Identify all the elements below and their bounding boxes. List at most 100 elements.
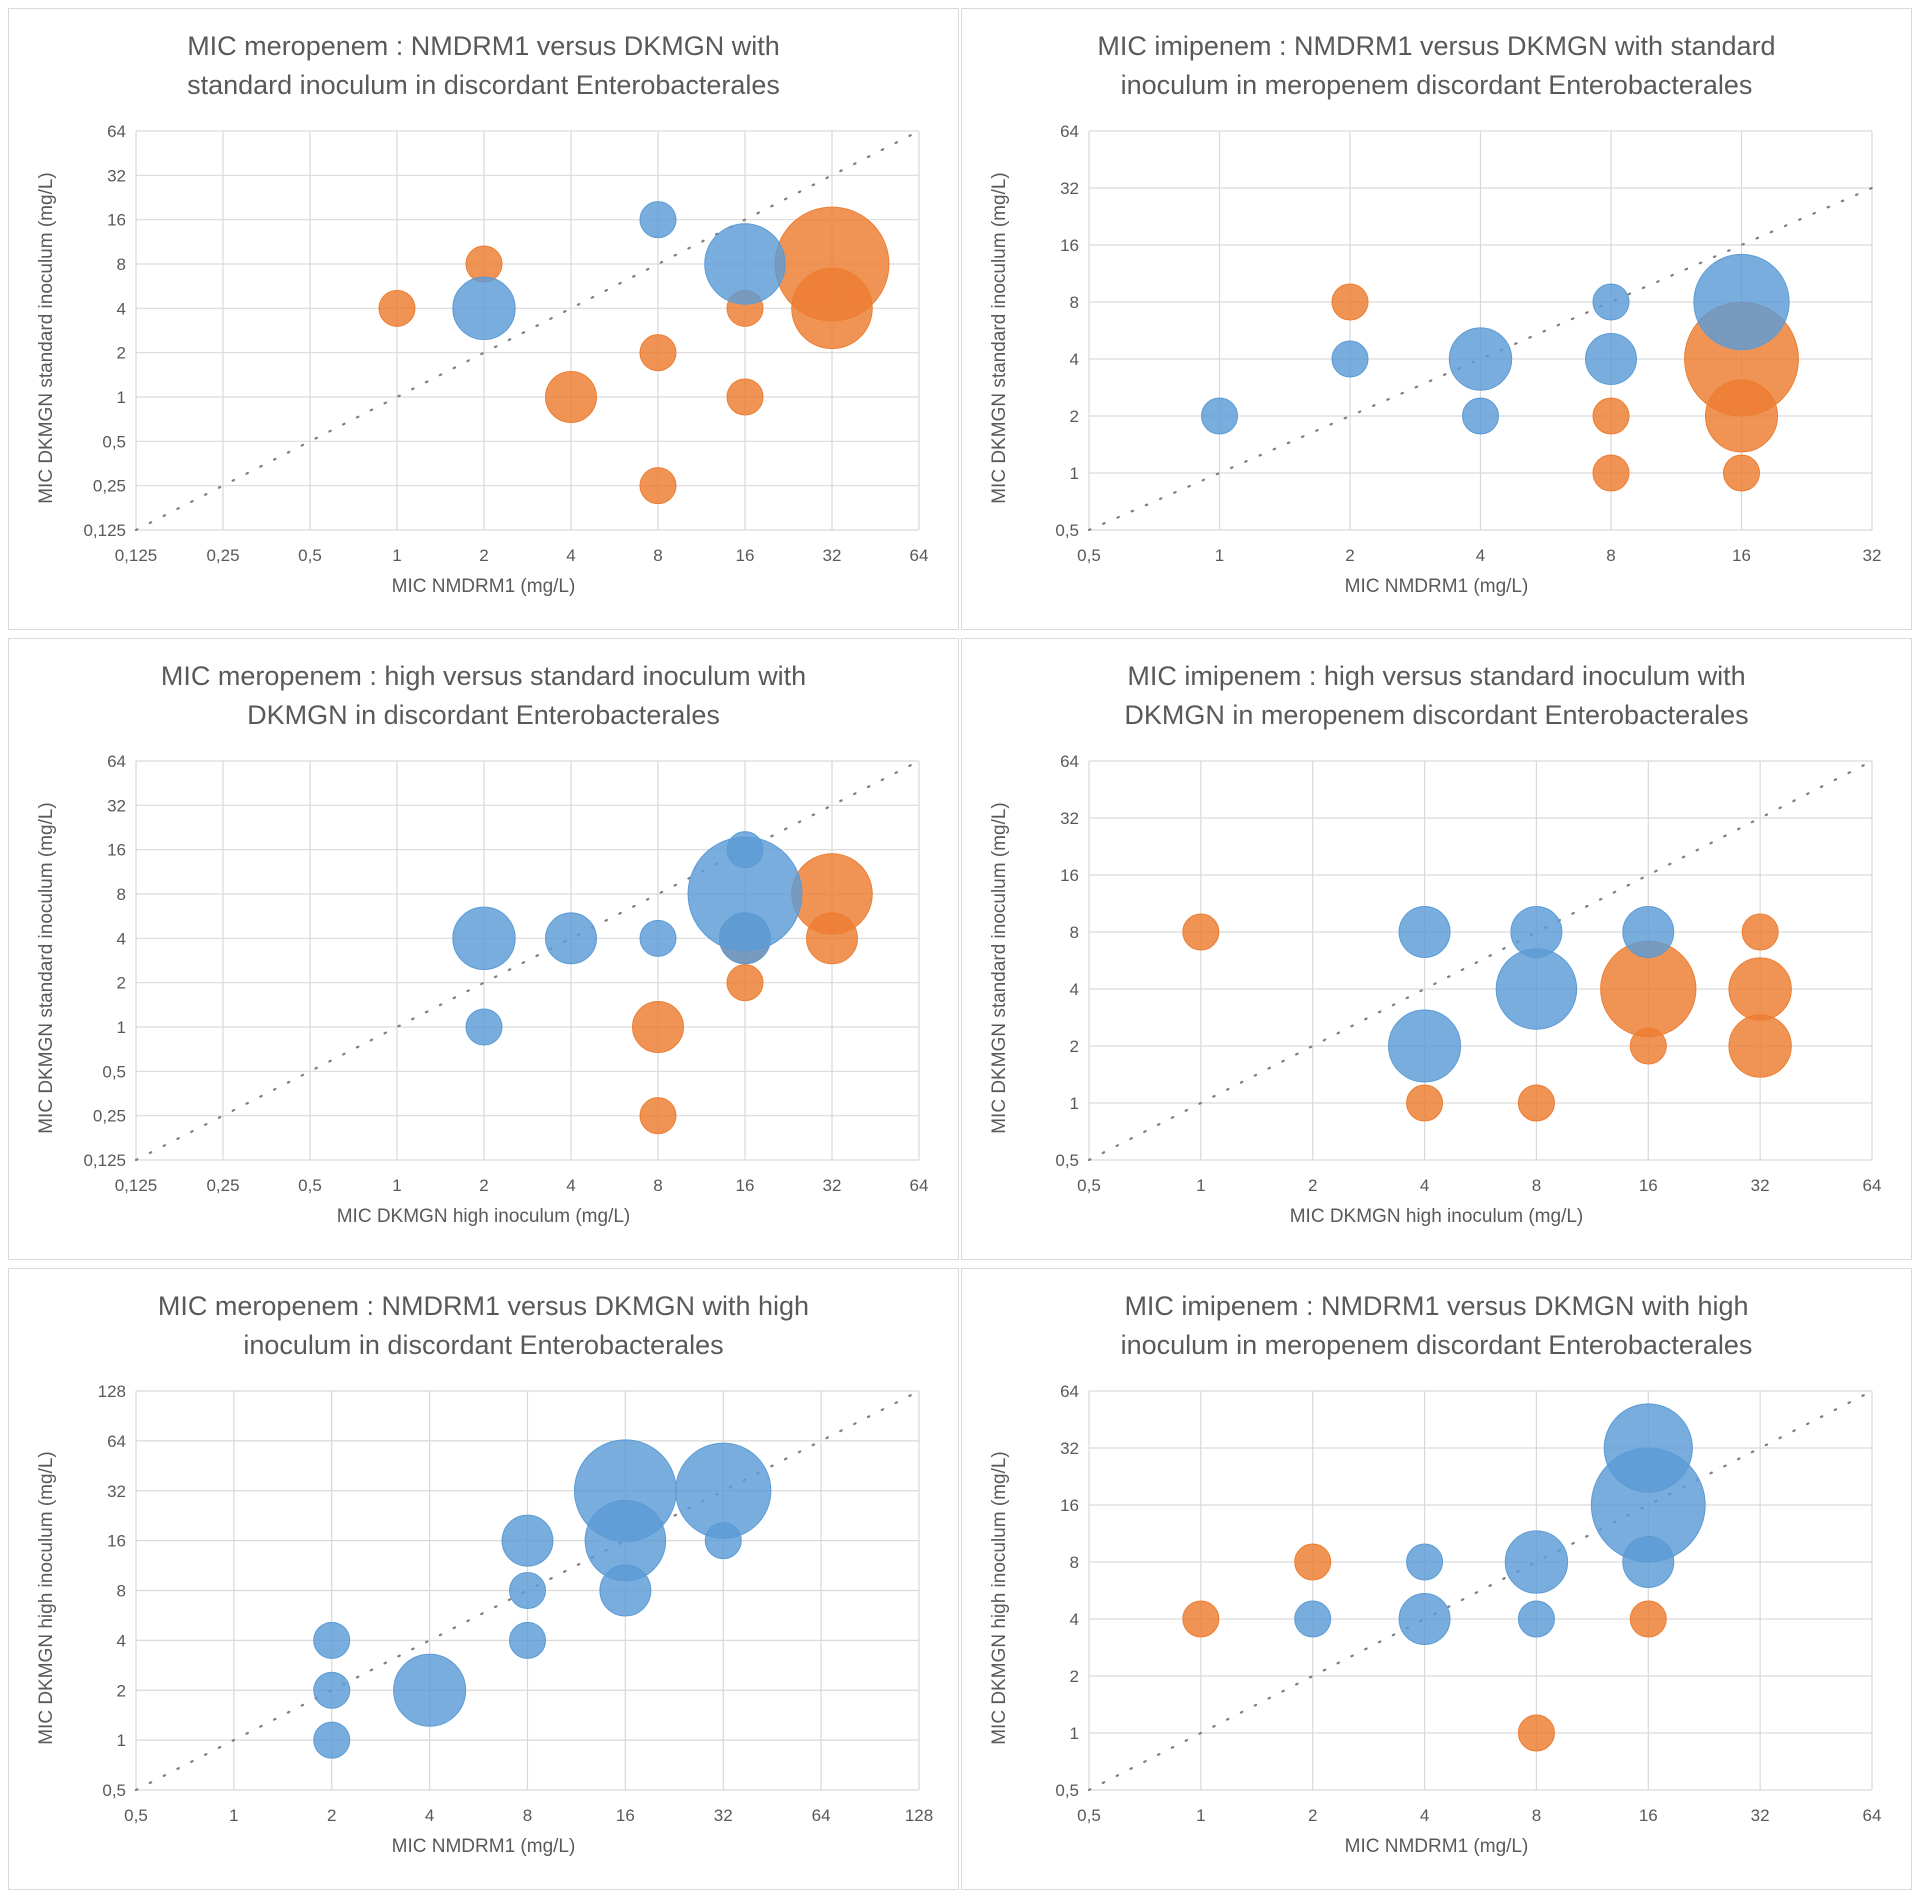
- y-tick-label: 32: [107, 1482, 126, 1501]
- y-tick-label: 16: [107, 1532, 126, 1551]
- x-axis-label: MIC DKMGN high inoculum (mg/L): [1289, 1206, 1584, 1227]
- chart-panel-meropenem-high-vs-standard: MIC meropenem : high versus standard ino…: [8, 638, 959, 1260]
- orange-bubble: [791, 267, 873, 350]
- y-tick-label: 2: [117, 974, 126, 993]
- y-tick-label: 64: [1060, 752, 1079, 771]
- blue-bubble: [452, 276, 516, 341]
- blue-bubble: [1201, 397, 1238, 435]
- y-tick-label: 32: [1060, 809, 1079, 828]
- y-tick-label: 64: [1060, 1382, 1079, 1401]
- x-tick-label: 2: [479, 1176, 488, 1195]
- orange-bubble: [1592, 397, 1630, 435]
- blue-bubble: [1504, 1530, 1569, 1594]
- y-tick-label: 4: [117, 929, 126, 948]
- blue-bubble: [1517, 1600, 1555, 1638]
- y-tick-label: 2: [117, 1681, 126, 1700]
- chart-panel-meropenem-nmdrm1-vs-dkmgn-standard: MIC meropenem : NMDRM1 versus DKMGN with…: [8, 8, 959, 630]
- y-tick-label: 0,25: [93, 1107, 126, 1126]
- x-tick-label: 8: [1532, 1176, 1541, 1195]
- orange-bubble: [1592, 454, 1630, 492]
- y-tick-label: 0,5: [102, 1062, 126, 1081]
- y-tick-label: 2: [1070, 1667, 1079, 1686]
- orange-bubble: [1629, 1600, 1667, 1638]
- blue-bubble: [1398, 1593, 1451, 1645]
- plot-area: 0,5 1 2 4 8 16 32 64 128 0,5 1 2 4 8 16 32 64 128: [98, 1382, 934, 1825]
- orange-series: [378, 206, 890, 505]
- orange-bubble: [639, 1097, 677, 1135]
- x-tick-label: 16: [616, 1806, 635, 1825]
- y-tick-label: 0,5: [102, 1781, 126, 1800]
- x-tick-label: 32: [823, 1176, 842, 1195]
- x-tick-label: 1: [1196, 1806, 1205, 1825]
- orange-bubble: [632, 1001, 684, 1053]
- y-tick-label: 4: [117, 1631, 126, 1650]
- blue-bubble: [1585, 333, 1637, 385]
- orange-bubble: [465, 245, 503, 283]
- y-tick-label: 1: [117, 1731, 126, 1750]
- x-tick-label: 2: [479, 546, 488, 565]
- y-tick-label: 16: [1060, 236, 1079, 255]
- blue-bubble: [639, 201, 677, 239]
- y-tick-label: 1: [1070, 464, 1079, 483]
- identity-line: [1087, 1389, 1874, 1792]
- blue-bubble: [719, 912, 771, 965]
- chart-title: MIC meropenem : NMDRM1 versus DKMGN with…: [187, 31, 780, 100]
- x-tick-label: 4: [1420, 1806, 1429, 1825]
- plot-area: 0,5 1 2 4 8 16 32 64 0,5 1 2 4 8 16 32 64: [1055, 752, 1881, 1195]
- y-tick-label: 2: [1070, 407, 1079, 426]
- x-tick-label: 0,125: [115, 1176, 158, 1195]
- x-tick-label: 0,5: [1077, 1176, 1101, 1195]
- blue-bubble: [545, 912, 597, 965]
- orange-bubble: [1723, 454, 1760, 492]
- orange-bubble: [1728, 957, 1792, 1021]
- x-tick-label: 32: [714, 1806, 733, 1825]
- blue-bubble: [313, 1671, 351, 1709]
- x-tick-label: 64: [1863, 1806, 1882, 1825]
- chart-title: MIC imipenem : NMDRM1 versus DKMGN with …: [1120, 1291, 1753, 1360]
- orange-bubble: [545, 371, 597, 423]
- y-tick-label: 8: [117, 885, 126, 904]
- orange-bubble: [639, 334, 677, 372]
- y-tick-label: 0,25: [93, 477, 126, 496]
- x-tick-label: 16: [736, 1176, 755, 1195]
- blue-series: [452, 831, 803, 1046]
- x-tick-label: 2: [1345, 546, 1354, 565]
- y-tick-label: 1: [1070, 1724, 1079, 1743]
- blue-bubble: [465, 1008, 503, 1046]
- y-tick-label: 4: [117, 299, 126, 318]
- x-tick-label: 0,5: [298, 546, 322, 565]
- chart-panel-meropenem-nmdrm1-vs-dkmgn-high: MIC meropenem : NMDRM1 versus DKMGN with…: [8, 1268, 959, 1890]
- chart-panel-imipenem-nmdrm1-vs-dkmgn-high: MIC imipenem : NMDRM1 versus DKMGN with …: [961, 1268, 1912, 1890]
- blue-bubble: [639, 919, 677, 957]
- identity-line: [1087, 186, 1874, 532]
- blue-bubble: [509, 1621, 546, 1659]
- blue-bubble: [1622, 906, 1675, 958]
- x-tick-label: 8: [523, 1806, 532, 1825]
- chart-title: MIC meropenem : high versus standard ino…: [160, 661, 807, 730]
- blue-series: [1294, 1403, 1706, 1645]
- x-tick-label: 64: [812, 1806, 831, 1825]
- y-tick-label: 64: [107, 752, 126, 771]
- y-tick-label: 2: [1070, 1037, 1079, 1056]
- x-tick-label: 8: [1532, 1806, 1541, 1825]
- blue-bubble: [1592, 283, 1630, 321]
- orange-bubble: [1705, 379, 1778, 453]
- y-tick-label: 8: [1070, 1553, 1079, 1572]
- x-tick-label: 0,125: [115, 546, 158, 565]
- blue-bubble: [1388, 1009, 1462, 1083]
- y-tick-label: 2: [117, 344, 126, 363]
- x-tick-label: 1: [392, 546, 401, 565]
- orange-bubble: [1629, 1027, 1667, 1065]
- orange-series: [1182, 1543, 1667, 1752]
- y-axis-label: MIC DKMGN high inoculum (mg/L): [36, 1451, 57, 1745]
- chart-panel-imipenem-nmdrm1-vs-dkmgn-standard: MIC imipenem : NMDRM1 versus DKMGN with …: [961, 8, 1912, 630]
- y-axis-label: MIC DKMGN standard inoculum (mg/L): [989, 172, 1010, 504]
- orange-bubble: [806, 912, 858, 965]
- x-tick-label: 1: [392, 1176, 401, 1195]
- y-tick-label: 32: [107, 796, 126, 815]
- orange-bubble: [726, 964, 764, 1002]
- chart-title: MIC imipenem : NMDRM1 versus DKMGN with …: [1097, 31, 1776, 100]
- x-tick-label: 0,25: [206, 546, 239, 565]
- y-tick-label: 1: [117, 1018, 126, 1037]
- y-tick-label: 0,125: [83, 1151, 126, 1170]
